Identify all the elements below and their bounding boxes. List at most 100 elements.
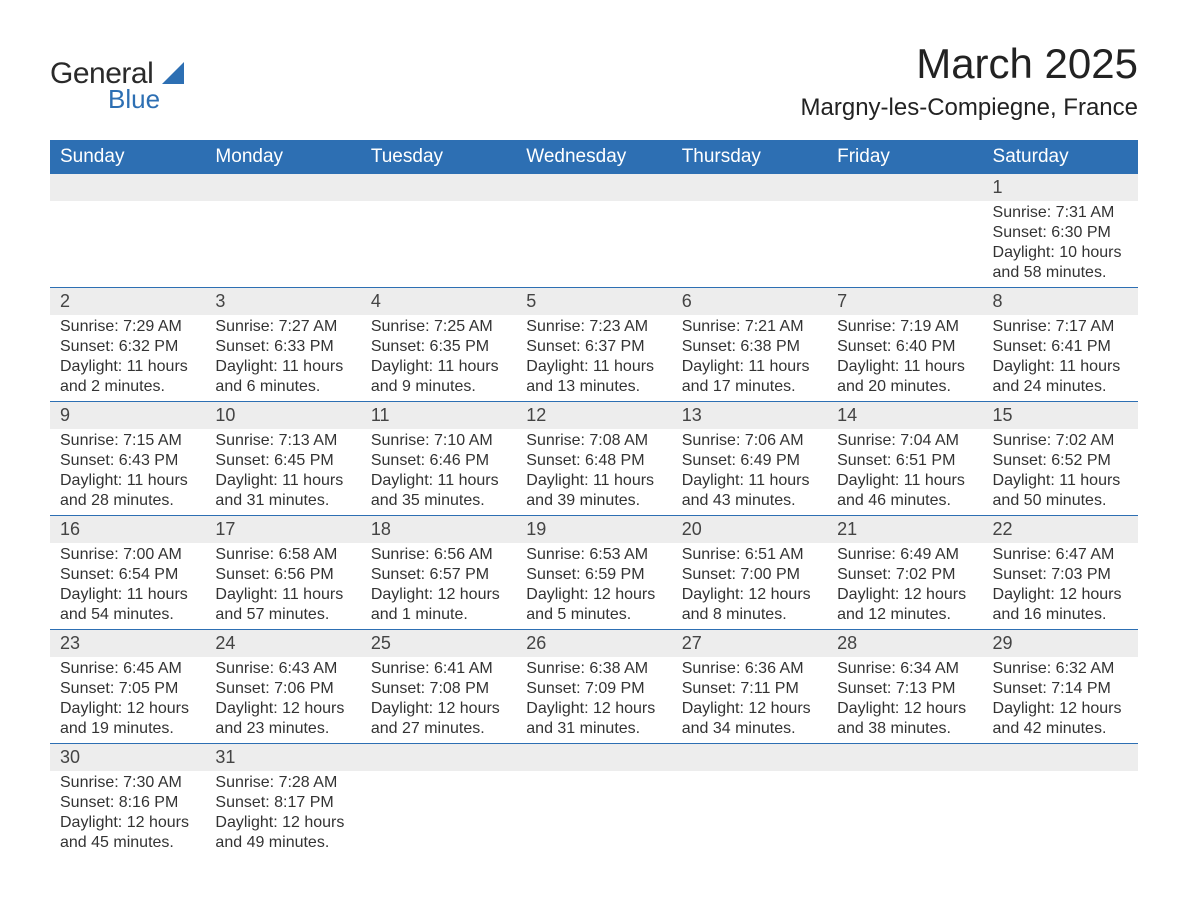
sunrise-line: Sunrise: 7:17 AM [993,317,1128,337]
dayheader-thu: Thursday [672,140,827,174]
daylight-line: Daylight: 11 hours and 46 minutes. [837,471,972,511]
calendar-cell [205,174,360,288]
day-body: Sunrise: 6:38 AMSunset: 7:09 PMDaylight:… [516,657,671,743]
calendar-week: 16Sunrise: 7:00 AMSunset: 6:54 PMDayligh… [50,516,1138,630]
sunrise-line: Sunrise: 7:30 AM [60,773,195,793]
day-body: Sunrise: 7:19 AMSunset: 6:40 PMDaylight:… [827,315,982,401]
day-number: 17 [205,516,360,543]
daylight-line: Daylight: 11 hours and 57 minutes. [215,585,350,625]
daylight-line: Daylight: 11 hours and 31 minutes. [215,471,350,511]
sunset-line: Sunset: 6:56 PM [215,565,350,585]
day-number [516,174,671,201]
calendar-cell [672,744,827,858]
calendar-cell [827,744,982,858]
calendar-week: 9Sunrise: 7:15 AMSunset: 6:43 PMDaylight… [50,402,1138,516]
daylight-line: Daylight: 10 hours and 58 minutes. [993,243,1128,283]
sunrise-line: Sunrise: 6:51 AM [682,545,817,565]
sunrise-line: Sunrise: 7:02 AM [993,431,1128,451]
daylight-line: Daylight: 11 hours and 39 minutes. [526,471,661,511]
calendar-cell: 11Sunrise: 7:10 AMSunset: 6:46 PMDayligh… [361,402,516,516]
day-number: 27 [672,630,827,657]
sunrise-line: Sunrise: 7:19 AM [837,317,972,337]
sunset-line: Sunset: 6:45 PM [215,451,350,471]
sunrise-line: Sunrise: 6:34 AM [837,659,972,679]
day-body: Sunrise: 7:23 AMSunset: 6:37 PMDaylight:… [516,315,671,401]
calendar-cell: 8Sunrise: 7:17 AMSunset: 6:41 PMDaylight… [983,288,1138,402]
calendar-week: 2Sunrise: 7:29 AMSunset: 6:32 PMDaylight… [50,288,1138,402]
calendar-cell: 25Sunrise: 6:41 AMSunset: 7:08 PMDayligh… [361,630,516,744]
day-body: Sunrise: 7:31 AMSunset: 6:30 PMDaylight:… [983,201,1138,287]
sunrise-line: Sunrise: 6:32 AM [993,659,1128,679]
day-number: 15 [983,402,1138,429]
day-body: Sunrise: 6:45 AMSunset: 7:05 PMDaylight:… [50,657,205,743]
daylight-line: Daylight: 11 hours and 2 minutes. [60,357,195,397]
day-body: Sunrise: 7:28 AMSunset: 8:17 PMDaylight:… [205,771,360,857]
daylight-line: Daylight: 12 hours and 5 minutes. [526,585,661,625]
sunrise-line: Sunrise: 6:45 AM [60,659,195,679]
day-number: 29 [983,630,1138,657]
calendar-cell: 9Sunrise: 7:15 AMSunset: 6:43 PMDaylight… [50,402,205,516]
calendar-cell: 4Sunrise: 7:25 AMSunset: 6:35 PMDaylight… [361,288,516,402]
sunset-line: Sunset: 7:03 PM [993,565,1128,585]
day-number: 22 [983,516,1138,543]
day-body [516,201,671,261]
calendar-cell [672,174,827,288]
sunset-line: Sunset: 8:17 PM [215,793,350,813]
day-body: Sunrise: 6:49 AMSunset: 7:02 PMDaylight:… [827,543,982,629]
day-number: 13 [672,402,827,429]
calendar-cell: 30Sunrise: 7:30 AMSunset: 8:16 PMDayligh… [50,744,205,858]
day-body: Sunrise: 7:10 AMSunset: 6:46 PMDaylight:… [361,429,516,515]
dayheader-sat: Saturday [983,140,1138,174]
day-body: Sunrise: 7:15 AMSunset: 6:43 PMDaylight:… [50,429,205,515]
calendar-cell [361,174,516,288]
daylight-line: Daylight: 12 hours and 27 minutes. [371,699,506,739]
sunset-line: Sunset: 6:46 PM [371,451,506,471]
daylight-line: Daylight: 11 hours and 35 minutes. [371,471,506,511]
day-body: Sunrise: 6:58 AMSunset: 6:56 PMDaylight:… [205,543,360,629]
sunrise-line: Sunrise: 7:13 AM [215,431,350,451]
sunrise-line: Sunrise: 6:41 AM [371,659,506,679]
sunset-line: Sunset: 6:43 PM [60,451,195,471]
sunset-line: Sunset: 6:40 PM [837,337,972,357]
calendar-cell: 13Sunrise: 7:06 AMSunset: 6:49 PMDayligh… [672,402,827,516]
calendar-cell: 27Sunrise: 6:36 AMSunset: 7:11 PMDayligh… [672,630,827,744]
daylight-line: Daylight: 12 hours and 45 minutes. [60,813,195,853]
daylight-line: Daylight: 12 hours and 42 minutes. [993,699,1128,739]
day-number: 3 [205,288,360,315]
day-number: 10 [205,402,360,429]
daylight-line: Daylight: 11 hours and 24 minutes. [993,357,1128,397]
day-body: Sunrise: 6:51 AMSunset: 7:00 PMDaylight:… [672,543,827,629]
dayheader-mon: Monday [205,140,360,174]
calendar-cell: 15Sunrise: 7:02 AMSunset: 6:52 PMDayligh… [983,402,1138,516]
daylight-line: Daylight: 12 hours and 49 minutes. [215,813,350,853]
day-body [827,771,982,831]
day-number: 2 [50,288,205,315]
daylight-line: Daylight: 12 hours and 8 minutes. [682,585,817,625]
sunset-line: Sunset: 6:30 PM [993,223,1128,243]
dayheader-sun: Sunday [50,140,205,174]
calendar-cell [361,744,516,858]
day-body: Sunrise: 6:56 AMSunset: 6:57 PMDaylight:… [361,543,516,629]
calendar-cell: 21Sunrise: 6:49 AMSunset: 7:02 PMDayligh… [827,516,982,630]
calendar-cell: 17Sunrise: 6:58 AMSunset: 6:56 PMDayligh… [205,516,360,630]
day-number [827,174,982,201]
sunrise-line: Sunrise: 7:00 AM [60,545,195,565]
day-body: Sunrise: 6:34 AMSunset: 7:13 PMDaylight:… [827,657,982,743]
calendar-cell: 24Sunrise: 6:43 AMSunset: 7:06 PMDayligh… [205,630,360,744]
logo: General Blue [50,40,184,113]
calendar-cell: 16Sunrise: 7:00 AMSunset: 6:54 PMDayligh… [50,516,205,630]
sunset-line: Sunset: 6:41 PM [993,337,1128,357]
calendar-week: 30Sunrise: 7:30 AMSunset: 8:16 PMDayligh… [50,744,1138,858]
day-body [827,201,982,261]
calendar-cell: 23Sunrise: 6:45 AMSunset: 7:05 PMDayligh… [50,630,205,744]
day-body: Sunrise: 7:13 AMSunset: 6:45 PMDaylight:… [205,429,360,515]
calendar-week: 23Sunrise: 6:45 AMSunset: 7:05 PMDayligh… [50,630,1138,744]
day-body [205,201,360,261]
sunset-line: Sunset: 7:09 PM [526,679,661,699]
day-number: 31 [205,744,360,771]
calendar-cell: 14Sunrise: 7:04 AMSunset: 6:51 PMDayligh… [827,402,982,516]
calendar-cell: 28Sunrise: 6:34 AMSunset: 7:13 PMDayligh… [827,630,982,744]
sunrise-line: Sunrise: 7:04 AM [837,431,972,451]
day-number: 25 [361,630,516,657]
calendar-cell [983,744,1138,858]
